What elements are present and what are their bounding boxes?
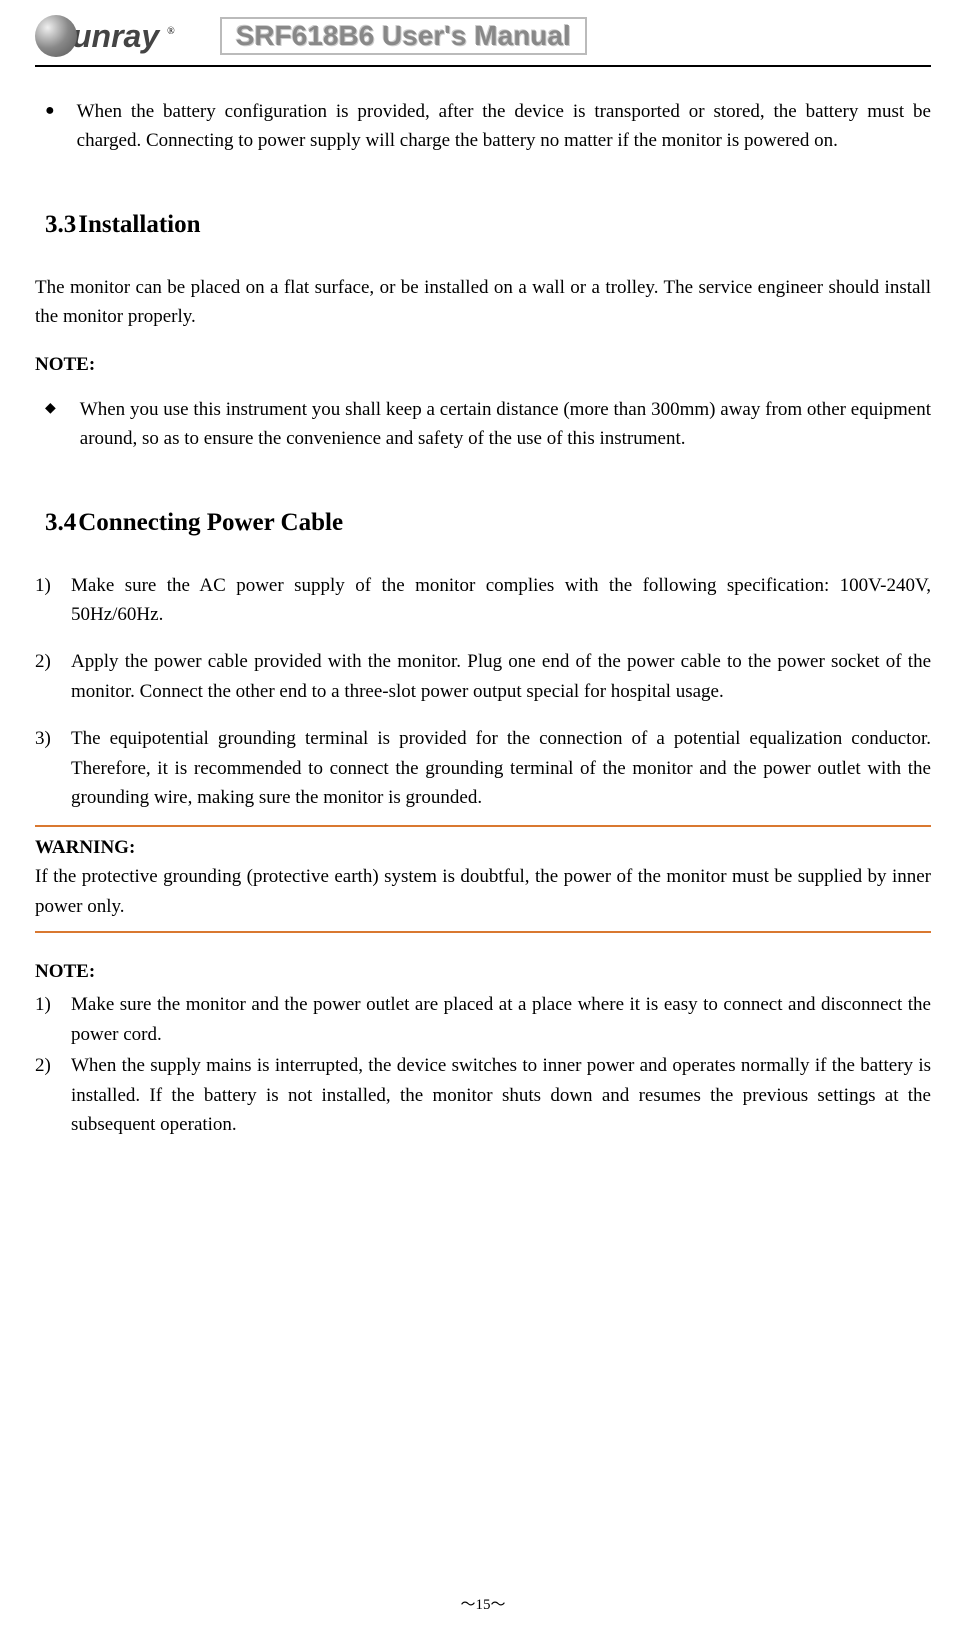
- section-title: Connecting Power Cable: [78, 509, 343, 536]
- page-header: unray ® SRF618B6 User's Manual: [35, 15, 931, 67]
- number-marker: 2): [35, 647, 71, 706]
- note-steps: 1) Make sure the monitor and the power o…: [35, 990, 931, 1139]
- list-item: 2) When the supply mains is interrupted,…: [35, 1051, 931, 1139]
- page-footer: ～15～: [0, 1593, 966, 1614]
- step-text: The equipotential grounding terminal is …: [71, 724, 931, 812]
- section-heading-installation: 3.3Installation: [35, 206, 931, 245]
- section-heading-power-cable: 3.4Connecting Power Cable: [35, 504, 931, 543]
- note-step-text: When the supply mains is interrupted, th…: [71, 1051, 931, 1139]
- manual-title: SRF618B6 User's Manual: [236, 20, 571, 51]
- list-item: 3) The equipotential grounding terminal …: [35, 724, 931, 812]
- page-content: ● When the battery configuration is prov…: [35, 97, 931, 1140]
- step-text: Make sure the AC power supply of the mon…: [71, 571, 931, 630]
- section-number: 3.4: [45, 509, 76, 536]
- list-item: 1) Make sure the AC power supply of the …: [35, 571, 931, 630]
- list-item: 1) Make sure the monitor and the power o…: [35, 990, 931, 1049]
- note-item: ◆ When you use this instrument you shall…: [35, 395, 931, 454]
- note-label: NOTE:: [35, 350, 931, 379]
- power-cable-steps: 1) Make sure the AC power supply of the …: [35, 571, 931, 813]
- note-text: When you use this instrument you shall k…: [80, 395, 931, 454]
- bullet-text: When the battery configuration is provid…: [77, 97, 931, 156]
- note-label: NOTE:: [35, 957, 931, 986]
- section-number: 3.3: [45, 211, 76, 238]
- number-marker: 1): [35, 571, 71, 630]
- registered-icon: ®: [167, 26, 175, 37]
- number-marker: 3): [35, 724, 71, 812]
- number-marker: 2): [35, 1051, 71, 1139]
- bullet-item: ● When the battery configuration is prov…: [35, 97, 931, 156]
- list-item: 2) Apply the power cable provided with t…: [35, 647, 931, 706]
- title-box: SRF618B6 User's Manual: [220, 17, 587, 55]
- section-title: Installation: [78, 211, 200, 238]
- page-number: ～15～: [460, 1597, 505, 1613]
- logo: unray ®: [35, 15, 175, 57]
- warning-block: WARNING: If the protective grounding (pr…: [35, 825, 931, 933]
- warning-label: WARNING:: [35, 833, 931, 862]
- note-step-text: Make sure the monitor and the power outl…: [71, 990, 931, 1049]
- warning-text: If the protective grounding (protective …: [35, 862, 931, 921]
- installation-para: The monitor can be placed on a flat surf…: [35, 273, 931, 332]
- step-text: Apply the power cable provided with the …: [71, 647, 931, 706]
- diamond-marker-icon: ◆: [45, 398, 56, 454]
- logo-text: unray: [72, 18, 159, 55]
- logo-sphere-icon: [35, 15, 77, 57]
- bullet-marker-icon: ●: [45, 99, 55, 156]
- number-marker: 1): [35, 990, 71, 1049]
